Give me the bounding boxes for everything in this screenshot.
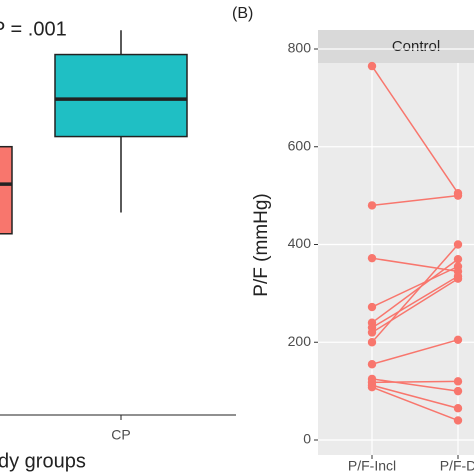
strip [318, 30, 474, 63]
point [367, 383, 377, 392]
y-tick-label: 0 [303, 431, 311, 447]
pair-line [371, 384, 459, 409]
x-axis-label: dy groups [0, 450, 86, 472]
pair-line [371, 339, 459, 365]
panel-label: (B) [232, 5, 253, 22]
point [453, 335, 463, 345]
pair-line [371, 378, 459, 392]
box [0, 145, 13, 235]
point [453, 254, 463, 264]
point [367, 61, 377, 71]
point [453, 240, 463, 249]
x-tick-label: CP [111, 427, 130, 443]
y-tick-label: 400 [288, 235, 312, 251]
point [453, 274, 463, 283]
pair-line [371, 265, 459, 308]
y-tick-label: 800 [288, 40, 312, 56]
point [367, 253, 377, 263]
point [367, 302, 377, 312]
p-value: P = .001 [0, 18, 67, 40]
y-axis-label: P/F (mmHg) [251, 193, 272, 296]
point [367, 360, 377, 369]
x-tick-label: P/F-D [440, 458, 474, 474]
point [453, 404, 463, 413]
y-tick-label: 600 [288, 137, 312, 153]
point [453, 262, 463, 271]
pair-line [371, 278, 459, 334]
pair-line [371, 380, 459, 384]
point [453, 191, 463, 200]
point [453, 386, 463, 396]
point [453, 416, 463, 425]
pair-line [371, 65, 459, 194]
point [367, 338, 377, 347]
x-tick-label: P/F-Incl [348, 458, 396, 474]
pair-line [371, 244, 459, 343]
point [367, 328, 377, 337]
point [453, 377, 463, 386]
strip-label: Control [392, 38, 440, 55]
pair-line [371, 386, 459, 422]
pair-line [371, 275, 459, 329]
box [54, 53, 188, 138]
y-tick-label: 200 [288, 333, 312, 349]
pair-line [371, 194, 459, 207]
pair-line [371, 258, 459, 324]
point [367, 201, 377, 210]
